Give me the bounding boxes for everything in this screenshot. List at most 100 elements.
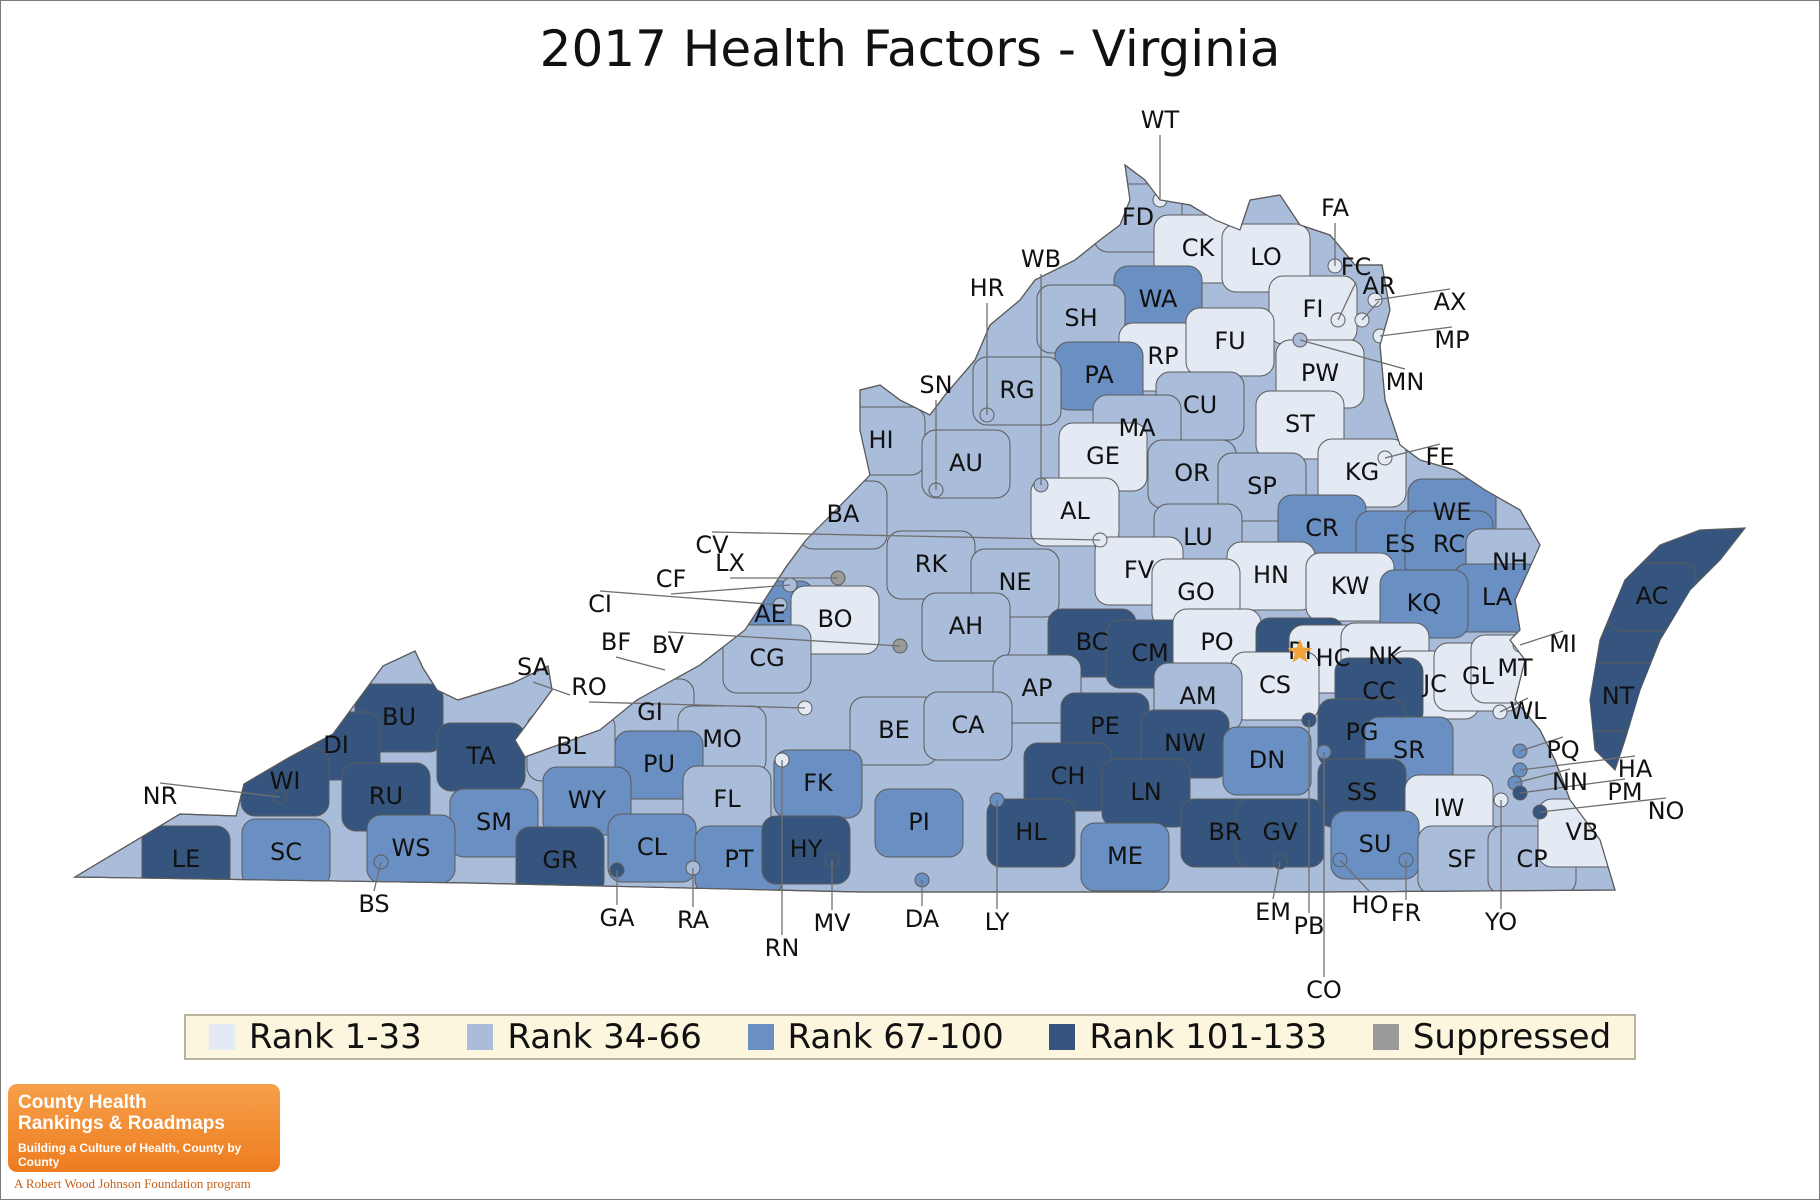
county-label-kq: KQ [1407,589,1442,617]
star-marker [1287,639,1313,663]
county-region-lo[interactable] [1221,223,1311,293]
county-region-au[interactable] [921,429,1011,499]
county-label-hc: HC [1316,644,1351,672]
county-label-dn: DN [1249,746,1285,774]
county-label-mi: MI [1549,630,1577,658]
legend-label: Rank 67-100 [787,1017,1004,1057]
county-label-yo: YO [1484,908,1517,936]
leader-line-mp [1379,326,1453,337]
county-region-rg[interactable] [972,356,1062,426]
leader-line-cv [711,531,1101,541]
county-label-sp: SP [1247,472,1277,500]
county-label-kg: KG [1345,458,1379,486]
county-label-wa: WA [1139,285,1178,313]
county-label-ca: CA [951,711,985,739]
legend-swatch-rank-34-66 [467,1024,494,1050]
county-label-lu: LU [1183,523,1213,551]
leader-line-pm [1519,778,1626,794]
star-icon [1287,639,1313,663]
legend-swatch-suppressed [1372,1024,1399,1050]
county-label-bf: BF [601,628,631,656]
county-region-me[interactable] [1080,822,1170,892]
leader-line-wl [1499,697,1529,713]
county-label-di: DI [323,731,349,759]
county-label-nn: NN [1552,768,1588,796]
county-label-le: LE [172,845,201,873]
leader-line-sa [532,681,571,696]
county-region-le[interactable] [141,825,231,894]
county-label-cp: CP [1516,845,1547,873]
county-region-hy[interactable] [761,815,851,885]
county-label-ru: RU [369,782,403,810]
county-label-wt: WT [1141,106,1180,134]
county-label-fu: FU [1214,327,1245,355]
county-label-ge: GE [1086,442,1120,470]
county-region-ap[interactable] [992,654,1082,724]
logo-line-1: County Health [18,1092,147,1113]
county-label-am: AM [1179,682,1216,710]
county-label-lo: LO [1250,243,1281,271]
county-label-pm: PM [1607,778,1642,806]
county-health-rankings-logo[interactable]: County Health Rankings & Roadmaps Buildi… [8,1084,280,1172]
county-label-ac: AC [1636,582,1669,610]
county-label-wi: WI [270,767,301,795]
county-label-nh: NH [1492,548,1528,576]
callout-leaders [159,135,1667,977]
county-label-ra: RA [677,906,710,934]
county-label-gv: GV [1262,818,1298,846]
legend-item-rank-101-133: Rank 101-133 [1049,1017,1327,1057]
county-label-fv: FV [1124,556,1155,584]
county-region-ca[interactable] [923,691,1013,761]
legend-item-rank-1-33: Rank 1-33 [208,1017,422,1057]
county-label-gi: GI [637,698,663,726]
county-label-wy: WY [568,786,607,814]
county-region-pu[interactable] [614,730,704,800]
county-label-po: PO [1200,628,1233,656]
county-label-sm: SM [476,808,512,836]
county-region-al[interactable] [1030,477,1120,547]
leader-line-nn [1514,768,1571,784]
logo-line-2: Rankings & Roadmaps [18,1113,225,1134]
state-border [72,163,1616,893]
county-label-ha: HA [1618,755,1653,783]
county-label-co: CO [1306,976,1342,1004]
county-label-bs: BS [358,890,389,918]
county-label-cl: CL [637,833,668,861]
county-label-hn: HN [1253,561,1289,589]
county-label-la: LA [1482,583,1513,611]
legend: Rank 1-33 Rank 34-66 Rank 67-100 Rank 10… [184,1014,1636,1060]
county-label-ly: LY [985,908,1010,936]
county-label-ln: LN [1130,778,1161,806]
leader-line-ro [588,701,806,709]
county-region-hl[interactable] [986,798,1076,868]
county-label-pq: PQ [1546,736,1579,764]
county-region-dn[interactable] [1222,726,1312,796]
leader-line-pq [1519,736,1564,752]
county-region-gr[interactable] [515,826,605,895]
leader-line-no [1539,797,1667,813]
county-region-pi[interactable] [874,788,964,858]
county-regions [72,163,1747,895]
county-region-bo[interactable] [790,585,880,655]
county-region-cg[interactable] [722,624,812,694]
county-label-ma: MA [1118,414,1156,442]
county-label-ck: CK [1182,234,1216,262]
county-label-ga: GA [599,904,635,932]
county-label-fc: FC [1341,253,1372,281]
leader-line-fc [1337,281,1357,321]
leader-line-em [1272,861,1281,900]
county-label-pu: PU [643,750,675,778]
county-label-bv: BV [652,631,685,659]
legend-label: Rank 1-33 [248,1017,422,1057]
county-region-ah[interactable] [921,592,1011,662]
legend-item-rank-67-100: Rank 67-100 [747,1017,1004,1057]
leader-line-fe [1384,443,1441,459]
county-label-bl: BL [556,732,586,760]
county-label-ba: BA [827,500,860,528]
county-label-fk: FK [803,769,834,797]
county-label-ch: CH [1051,762,1086,790]
county-label-fl: FL [713,785,741,813]
county-label-be: BE [878,716,910,744]
county-label-sc: SC [270,838,302,866]
